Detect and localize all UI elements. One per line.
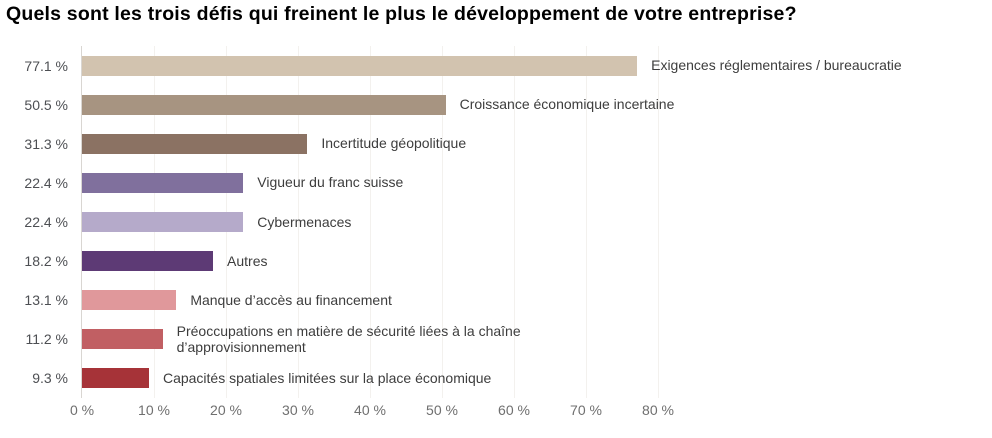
value-label: 22.4 % <box>24 213 68 230</box>
value-label: 50.5 % <box>24 96 68 113</box>
x-tick-label: 0 % <box>69 402 95 418</box>
bar <box>82 290 177 311</box>
bar-rows: 77.1 % Exigences réglementaires / bureauc… <box>0 46 992 398</box>
x-tick-label: 10 % <box>138 402 170 418</box>
bar-row: 31.3 % Incertitude géopolitique <box>0 124 992 163</box>
bar-row: 18.2 % Autres <box>0 242 992 281</box>
bar-row: 13.1 % Manque d’accès au financement <box>0 281 992 320</box>
x-tick-label: 40 % <box>354 402 386 418</box>
bar-row: 22.4 % Vigueur du franc suisse <box>0 163 992 202</box>
value-label: 11.2 % <box>25 331 68 348</box>
category-label: Capacités spatiales limitées sur la plac… <box>162 370 492 387</box>
category-label: Cybermenaces <box>257 213 352 230</box>
bar <box>82 329 163 350</box>
bar-row: 9.3 % Capacités spatiales limitées sur la… <box>0 359 992 398</box>
category-label: Exigences réglementaires / bureaucratie <box>651 57 902 74</box>
category-label: Croissance économique incertaine <box>459 96 675 113</box>
value-label: 31.3 % <box>24 135 68 152</box>
bar <box>82 94 446 115</box>
bar <box>82 55 638 76</box>
bar <box>82 251 214 272</box>
gridline <box>514 46 515 398</box>
gridline <box>370 46 371 398</box>
x-axis: 0 % 10 % 20 % 30 % 40 % 50 % 60 % 70 % 80 % <box>0 402 992 426</box>
bar <box>82 211 244 232</box>
chart-title: Quels sont les trois défis qui freinent … <box>6 3 797 25</box>
bar <box>82 368 149 389</box>
category-label: Vigueur du franc suisse <box>257 174 404 191</box>
bar-row: 22.4 % Cybermenaces <box>0 202 992 241</box>
bar <box>82 133 308 154</box>
x-tick-label: 70 % <box>570 402 602 418</box>
category-label: Autres <box>227 252 268 269</box>
x-tick-label: 20 % <box>210 402 242 418</box>
gridline <box>298 46 299 398</box>
bar <box>82 172 244 193</box>
bar-row: 77.1 % Exigences réglementaires / bureauc… <box>0 46 992 85</box>
value-label: 22.4 % <box>24 174 68 191</box>
gridline <box>586 46 587 398</box>
x-tick-label: 50 % <box>426 402 458 418</box>
gridline <box>658 46 659 398</box>
value-label: 18.2 % <box>24 253 68 270</box>
bar-row: 11.2 % Préoccupations en matière de sécur… <box>0 320 992 359</box>
x-tick-label: 80 % <box>642 402 674 418</box>
category-label: Incertitude géopolitique <box>321 135 467 152</box>
category-label: Manque d’accès au financement <box>190 291 392 308</box>
x-tick-label: 30 % <box>282 402 314 418</box>
value-label: 9.3 % <box>32 370 68 387</box>
x-tick-label: 60 % <box>498 402 530 418</box>
bar-row: 50.5 % Croissance économique incertaine <box>0 85 992 124</box>
y-axis-line <box>81 46 82 398</box>
gridline <box>442 46 443 398</box>
category-label: Préoccupations en matière de sécurité li… <box>176 322 521 356</box>
value-label: 77.1 % <box>24 57 68 74</box>
value-label: 13.1 % <box>24 292 68 309</box>
